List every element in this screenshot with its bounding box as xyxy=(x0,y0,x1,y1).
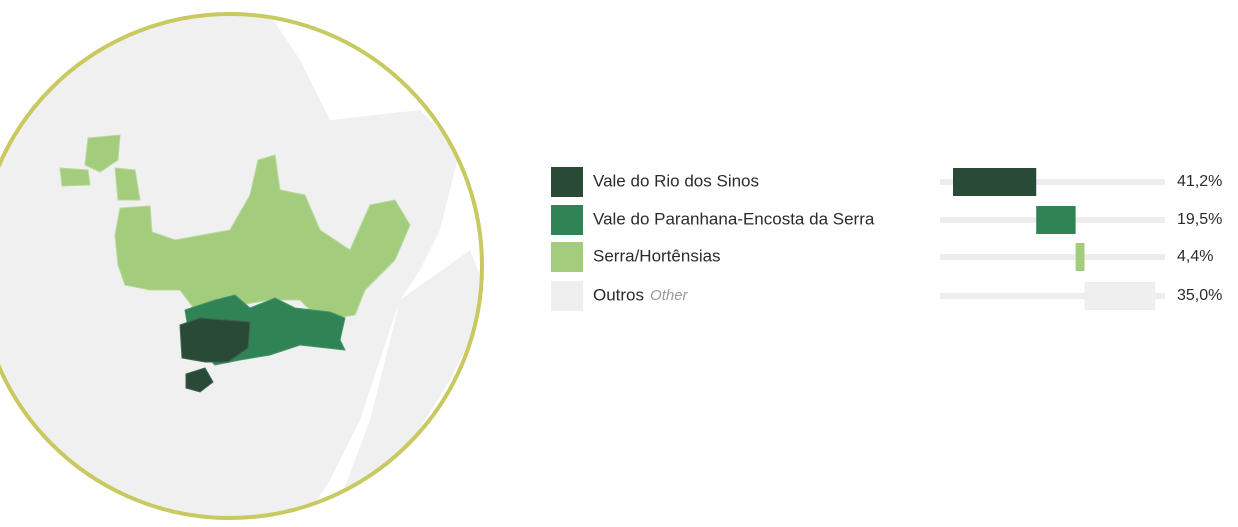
value-label: 41,2% xyxy=(1177,173,1222,190)
value-label: 4,4% xyxy=(1177,248,1213,265)
legend-swatch xyxy=(551,281,583,311)
category-label: Serra/Hortênsias xyxy=(593,246,721,265)
bar xyxy=(1036,206,1076,234)
bar-track xyxy=(940,254,1165,260)
bar-track xyxy=(940,179,1165,185)
map-frame xyxy=(0,12,484,520)
legend-swatch xyxy=(551,242,583,272)
bar-track xyxy=(940,293,1165,299)
bar xyxy=(1084,282,1156,310)
map xyxy=(0,14,482,518)
category-label: Vale do Rio dos Sinos xyxy=(593,171,759,190)
category-label: Vale do Paranhana-Encosta da Serra xyxy=(593,209,875,228)
bar xyxy=(1075,243,1085,271)
category-note: Other xyxy=(650,287,689,304)
category-label: Outros xyxy=(593,285,644,304)
value-label: 35,0% xyxy=(1177,287,1222,304)
legend-swatch xyxy=(551,167,583,197)
legend-swatch xyxy=(551,205,583,235)
bar xyxy=(953,168,1037,196)
value-label: 19,5% xyxy=(1177,211,1222,228)
